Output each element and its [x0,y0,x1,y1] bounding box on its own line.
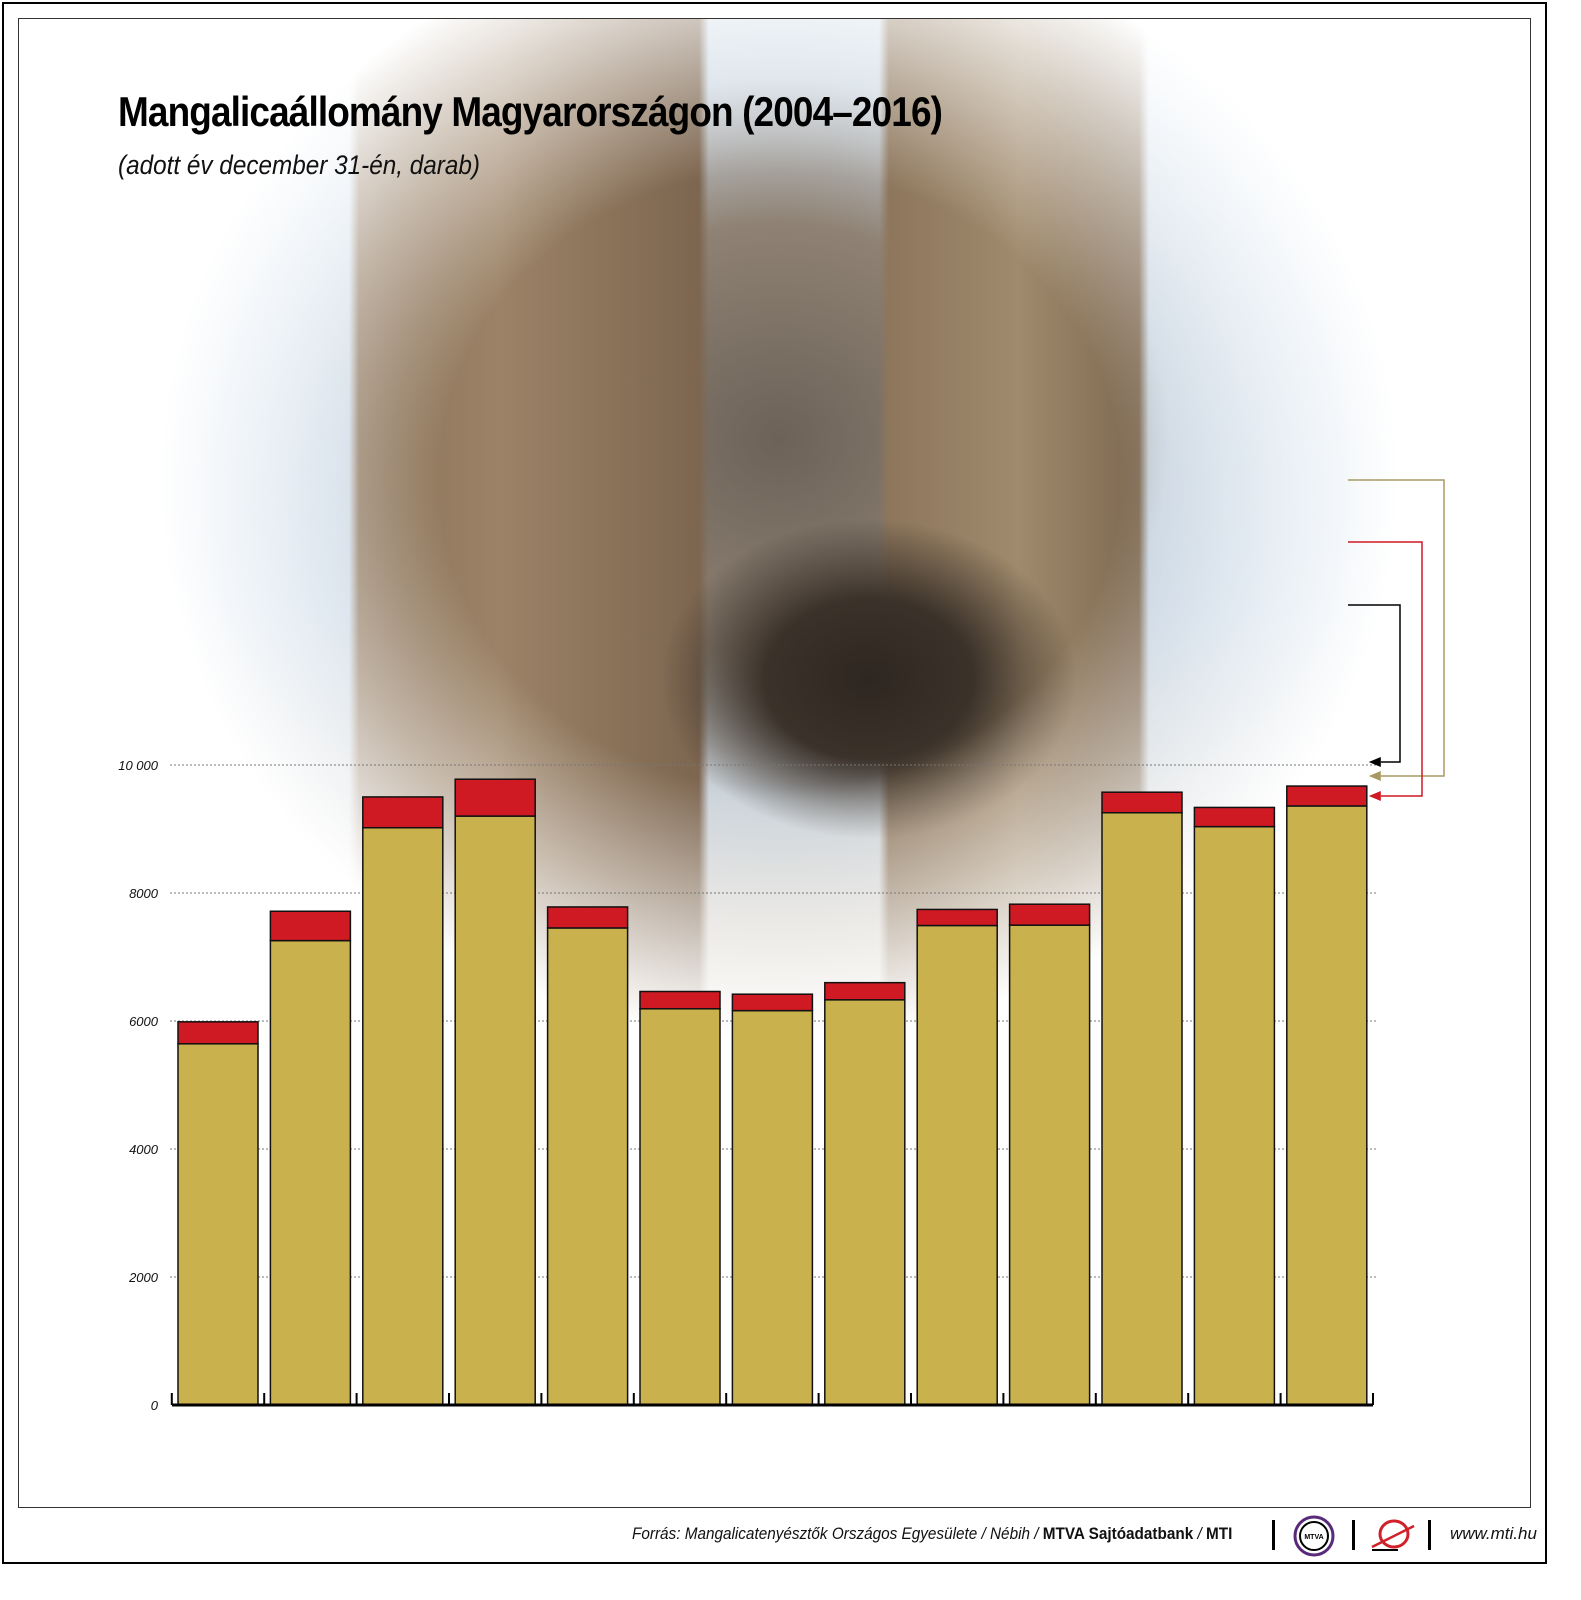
bar-koca [362,826,444,1406]
bar-kan [1008,903,1091,926]
source-footer: Forrás: Mangalicatenyésztők Országos Egy… [632,1524,1232,1544]
bar-kan [731,993,814,1012]
website-link[interactable]: www.mti.hu [1450,1524,1537,1543]
bar-koca [546,927,629,1406]
chart-title: Mangalicaállomány Magyarországon (2004–2… [118,88,943,135]
mti-logo-icon [1371,1519,1415,1551]
bar-koca [1286,805,1368,1406]
bar-koca [916,924,998,1406]
bar-koca [1193,825,1276,1406]
bar-kan [1286,785,1368,807]
mtva-logo: MTVA [1293,1515,1335,1557]
chart-subtitle: (adott év december 31-én, darab) [118,150,481,180]
bar-koca [824,999,906,1406]
footer-divider [1352,1520,1355,1550]
mtva-logo-text: MTVA [1304,1534,1323,1541]
legend-arrow-icon [1368,757,1381,767]
bar-kan [177,1021,259,1045]
y-tick-label: 0 [151,1398,159,1413]
y-tick-label: 8000 [129,886,159,901]
outer-border [2,2,1547,1564]
y-tick-label: 10 000 [118,758,159,773]
y-tick-label: 2000 [128,1270,159,1285]
legend-arrow-icon [1368,791,1381,802]
bar-koca [1008,924,1091,1406]
source-mtva: MTVA Sajtóadatbank [1042,1524,1194,1543]
bar-kan [362,796,444,829]
bar-koca [639,1008,721,1406]
bar-koca [454,815,536,1406]
bar-kan [824,981,906,1001]
bar-kan [269,910,352,942]
bar-kan [1101,791,1183,814]
legend-connector-koca [1348,479,1445,777]
legend-connector-osszesen [1348,604,1401,763]
bar-koca [269,939,352,1406]
bar-koca [177,1043,259,1406]
bar-kan [454,778,536,817]
bar-koca [731,1009,814,1406]
footer-divider [1428,1520,1431,1550]
source-sep: / [1193,1524,1206,1543]
y-tick-label: 6000 [129,1014,159,1029]
legend-arrow-icon [1368,770,1381,781]
bar-koca [1101,811,1183,1406]
bar-kan [1193,806,1276,828]
source-mti: MTI [1205,1524,1233,1543]
bar-kan [916,908,998,927]
source-text: Forrás: Mangalicatenyésztők Országos Egy… [632,1524,1043,1543]
bar-kan [546,906,629,929]
legend-connector-kan [1348,541,1423,797]
y-tick-label: 4000 [129,1142,159,1157]
footer-divider [1272,1520,1275,1550]
bar-kan [639,990,721,1010]
